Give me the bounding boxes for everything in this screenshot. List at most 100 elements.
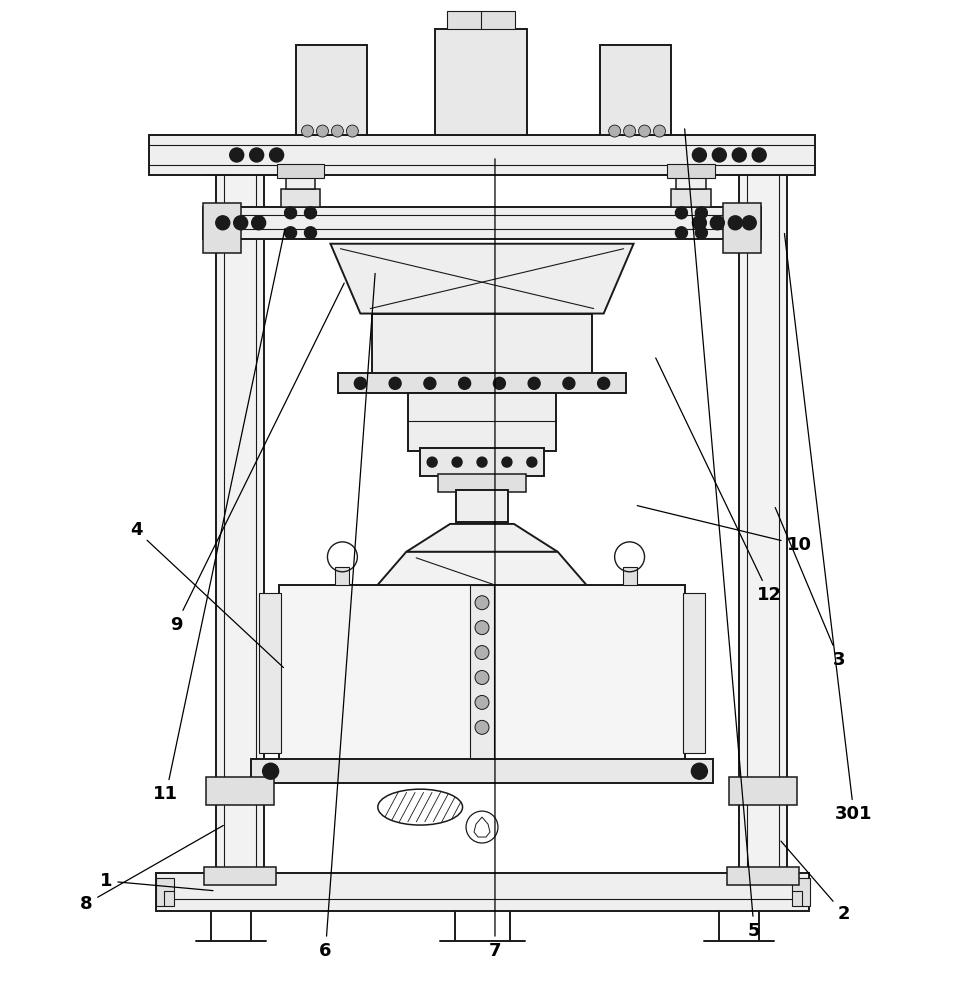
Bar bbox=[281, 189, 321, 207]
Bar bbox=[623, 567, 637, 585]
Circle shape bbox=[263, 763, 279, 779]
Bar bbox=[397, 648, 418, 674]
Bar bbox=[487, 648, 507, 674]
Bar bbox=[438, 474, 526, 492]
Bar bbox=[259, 593, 281, 753]
Text: 6: 6 bbox=[319, 273, 375, 960]
Bar bbox=[367, 648, 388, 674]
Circle shape bbox=[752, 148, 766, 162]
Circle shape bbox=[475, 695, 489, 709]
Circle shape bbox=[696, 227, 707, 239]
Circle shape bbox=[742, 216, 756, 230]
Text: 8: 8 bbox=[79, 825, 223, 913]
Circle shape bbox=[355, 377, 366, 389]
Circle shape bbox=[269, 148, 284, 162]
Bar bbox=[421, 448, 544, 476]
Circle shape bbox=[675, 207, 687, 219]
Circle shape bbox=[216, 216, 230, 230]
Text: 5: 5 bbox=[685, 129, 761, 940]
Circle shape bbox=[729, 216, 742, 230]
Bar bbox=[337, 648, 358, 674]
Bar bbox=[457, 648, 477, 674]
Circle shape bbox=[527, 457, 537, 467]
Bar bbox=[296, 45, 367, 135]
Bar bbox=[435, 29, 527, 135]
Bar bbox=[372, 314, 592, 375]
Circle shape bbox=[477, 457, 487, 467]
Bar bbox=[683, 593, 705, 753]
Ellipse shape bbox=[378, 789, 462, 825]
Circle shape bbox=[639, 125, 650, 137]
Circle shape bbox=[475, 720, 489, 734]
Circle shape bbox=[346, 125, 359, 137]
Bar bbox=[203, 867, 275, 885]
Circle shape bbox=[301, 125, 314, 137]
Circle shape bbox=[563, 377, 575, 389]
Text: 3: 3 bbox=[775, 508, 845, 669]
Text: 1: 1 bbox=[100, 872, 213, 891]
Circle shape bbox=[252, 216, 266, 230]
Circle shape bbox=[390, 377, 401, 389]
Circle shape bbox=[475, 621, 489, 635]
Circle shape bbox=[427, 457, 437, 467]
Bar bbox=[456, 490, 508, 522]
Text: 2: 2 bbox=[781, 841, 850, 923]
Bar bbox=[203, 203, 240, 253]
Text: 10: 10 bbox=[638, 506, 812, 554]
Bar bbox=[728, 867, 799, 885]
Circle shape bbox=[234, 216, 248, 230]
Bar bbox=[205, 777, 273, 805]
Circle shape bbox=[710, 216, 724, 230]
Circle shape bbox=[693, 148, 706, 162]
Bar bbox=[728, 157, 799, 175]
Text: 4: 4 bbox=[130, 521, 284, 668]
Bar bbox=[672, 189, 711, 207]
Circle shape bbox=[653, 125, 666, 137]
Bar bbox=[149, 135, 815, 175]
Circle shape bbox=[317, 125, 328, 137]
Text: 7: 7 bbox=[488, 159, 501, 960]
Circle shape bbox=[502, 457, 512, 467]
Bar bbox=[156, 873, 809, 911]
Bar bbox=[723, 203, 762, 253]
Bar bbox=[276, 164, 325, 178]
Bar bbox=[203, 157, 275, 175]
Bar bbox=[668, 164, 715, 178]
Bar bbox=[792, 878, 810, 906]
Circle shape bbox=[285, 207, 297, 219]
Text: 9: 9 bbox=[170, 283, 344, 634]
Circle shape bbox=[466, 811, 498, 843]
Text: 301: 301 bbox=[785, 234, 873, 823]
Circle shape bbox=[528, 377, 540, 389]
Circle shape bbox=[696, 207, 707, 219]
Bar bbox=[156, 878, 173, 906]
Circle shape bbox=[285, 227, 297, 239]
Circle shape bbox=[609, 125, 620, 137]
Bar bbox=[216, 171, 264, 873]
Bar bbox=[730, 777, 797, 805]
Circle shape bbox=[693, 216, 706, 230]
Bar bbox=[279, 585, 685, 761]
Bar bbox=[739, 171, 787, 873]
Circle shape bbox=[675, 227, 687, 239]
Circle shape bbox=[598, 377, 610, 389]
Bar bbox=[427, 648, 447, 674]
Circle shape bbox=[230, 148, 243, 162]
Bar bbox=[577, 648, 597, 674]
Circle shape bbox=[475, 671, 489, 684]
Circle shape bbox=[331, 125, 343, 137]
Circle shape bbox=[250, 148, 264, 162]
Bar bbox=[447, 11, 515, 29]
Circle shape bbox=[475, 646, 489, 660]
Bar bbox=[335, 567, 350, 585]
Bar bbox=[600, 45, 672, 135]
Text: 12: 12 bbox=[656, 358, 782, 604]
Circle shape bbox=[692, 763, 707, 779]
Bar bbox=[338, 373, 626, 393]
Circle shape bbox=[712, 148, 727, 162]
Bar bbox=[547, 648, 567, 674]
Bar bbox=[470, 585, 494, 761]
Circle shape bbox=[475, 596, 489, 610]
Bar bbox=[408, 393, 556, 451]
Polygon shape bbox=[330, 244, 634, 314]
